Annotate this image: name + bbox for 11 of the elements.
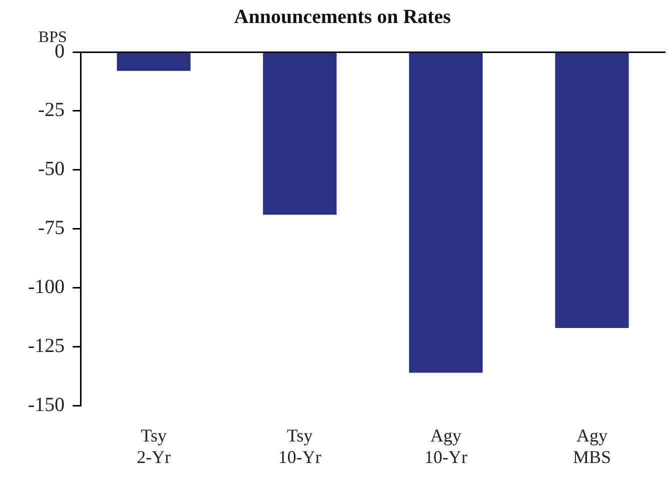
y-tick-label: -75 xyxy=(38,217,65,240)
y-tick-label: -50 xyxy=(38,158,65,180)
y-tick-label: -125 xyxy=(28,335,65,358)
x-tick-label: Tsy 2-Yr xyxy=(136,425,171,467)
y-tick-label: -150 xyxy=(28,394,65,416)
x-tick-label: Agy MBS xyxy=(572,425,611,467)
chart-title: Announcements on Rates xyxy=(234,6,452,28)
y-tick-label: -25 xyxy=(38,99,65,122)
x-tick-label: Agy 10-Yr xyxy=(424,425,468,467)
y-tick-label: -100 xyxy=(28,276,65,298)
x-tick-label: Tsy 10-Yr xyxy=(278,425,322,467)
